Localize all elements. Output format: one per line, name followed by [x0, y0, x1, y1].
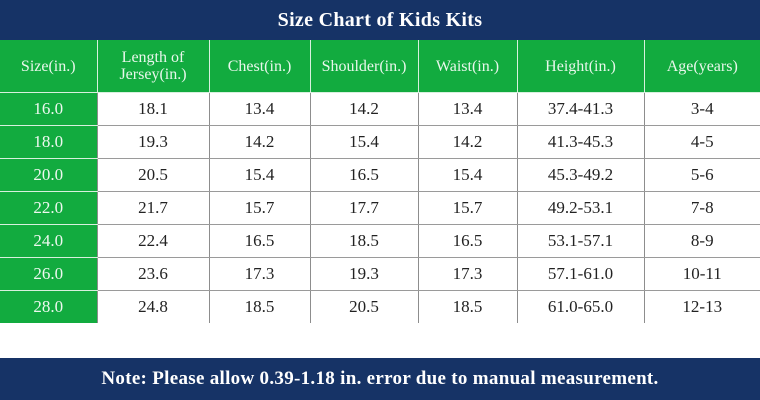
waist-cell: 15.7 [417, 191, 517, 225]
shoulder-cell: 20.5 [309, 290, 418, 323]
shoulder-cell: 17.7 [309, 191, 418, 225]
chest-cell: 16.5 [208, 224, 310, 258]
header-age: Age(years) [643, 40, 760, 93]
waist-cell: 13.4 [417, 92, 517, 126]
size-cell: 16.0 [0, 92, 97, 126]
size-cell: 26.0 [0, 257, 97, 291]
shoulder-cell: 18.5 [309, 224, 418, 258]
age-cell: 12-13 [643, 290, 760, 323]
length-cell: 23.6 [96, 257, 209, 291]
age-cell: 10-11 [643, 257, 760, 291]
chest-cell: 14.2 [208, 125, 310, 159]
measurement-note: Note: Please allow 0.39-1.18 in. error d… [0, 358, 760, 400]
header-length-line2: Jersey(in.) [119, 66, 187, 83]
height-cell: 57.1-61.0 [516, 257, 644, 291]
size-cell: 18.0 [0, 125, 97, 159]
length-cell: 24.8 [96, 290, 209, 323]
chest-cell: 17.3 [208, 257, 310, 291]
header-row: Size(in.) Length of Jersey(in.) Chest(in.… [0, 40, 760, 93]
chest-cell: 18.5 [208, 290, 310, 323]
size-cell: 22.0 [0, 191, 97, 225]
header-length-line1: Length of [121, 49, 185, 66]
height-cell: 41.3-45.3 [516, 125, 644, 159]
length-cell: 21.7 [96, 191, 209, 225]
height-cell: 61.0-65.0 [516, 290, 644, 323]
header-shoulder: Shoulder(in.) [309, 40, 418, 93]
waist-cell: 15.4 [417, 158, 517, 192]
table-row: 20.0 20.5 15.4 16.5 15.4 45.3-49.2 5-6 [0, 158, 760, 192]
header-chest: Chest(in.) [208, 40, 310, 93]
table-row: 18.0 19.3 14.2 15.4 14.2 41.3-45.3 4-5 [0, 125, 760, 159]
waist-cell: 18.5 [417, 290, 517, 323]
length-cell: 20.5 [96, 158, 209, 192]
age-cell: 8-9 [643, 224, 760, 258]
table-row: 24.0 22.4 16.5 18.5 16.5 53.1-57.1 8-9 [0, 224, 760, 258]
length-cell: 22.4 [96, 224, 209, 258]
age-cell: 3-4 [643, 92, 760, 126]
header-waist: Waist(in.) [417, 40, 517, 93]
size-cell: 24.0 [0, 224, 97, 258]
height-cell: 37.4-41.3 [516, 92, 644, 126]
header-length-of-jersey: Length of Jersey(in.) [96, 40, 209, 93]
age-cell: 4-5 [643, 125, 760, 159]
size-cell: 28.0 [0, 290, 97, 323]
waist-cell: 16.5 [417, 224, 517, 258]
size-cell: 20.0 [0, 158, 97, 192]
table-row: 22.0 21.7 15.7 17.7 15.7 49.2-53.1 7-8 [0, 191, 760, 225]
table-row: 28.0 24.8 18.5 20.5 18.5 61.0-65.0 12-13 [0, 290, 760, 323]
chest-cell: 15.7 [208, 191, 310, 225]
waist-cell: 14.2 [417, 125, 517, 159]
height-cell: 49.2-53.1 [516, 191, 644, 225]
size-table: Size(in.) Length of Jersey(in.) Chest(in.… [0, 40, 760, 323]
table-row: 16.0 18.1 13.4 14.2 13.4 37.4-41.3 3-4 [0, 92, 760, 126]
chart-title: Size Chart of Kids Kits [0, 0, 760, 40]
length-cell: 18.1 [96, 92, 209, 126]
shoulder-cell: 19.3 [309, 257, 418, 291]
length-cell: 19.3 [96, 125, 209, 159]
shoulder-cell: 14.2 [309, 92, 418, 126]
header-size: Size(in.) [0, 40, 97, 93]
chest-cell: 13.4 [208, 92, 310, 126]
waist-cell: 17.3 [417, 257, 517, 291]
height-cell: 45.3-49.2 [516, 158, 644, 192]
header-height: Height(in.) [516, 40, 644, 93]
table-row: 26.0 23.6 17.3 19.3 17.3 57.1-61.0 10-11 [0, 257, 760, 291]
shoulder-cell: 15.4 [309, 125, 418, 159]
age-cell: 5-6 [643, 158, 760, 192]
height-cell: 53.1-57.1 [516, 224, 644, 258]
chest-cell: 15.4 [208, 158, 310, 192]
shoulder-cell: 16.5 [309, 158, 418, 192]
age-cell: 7-8 [643, 191, 760, 225]
